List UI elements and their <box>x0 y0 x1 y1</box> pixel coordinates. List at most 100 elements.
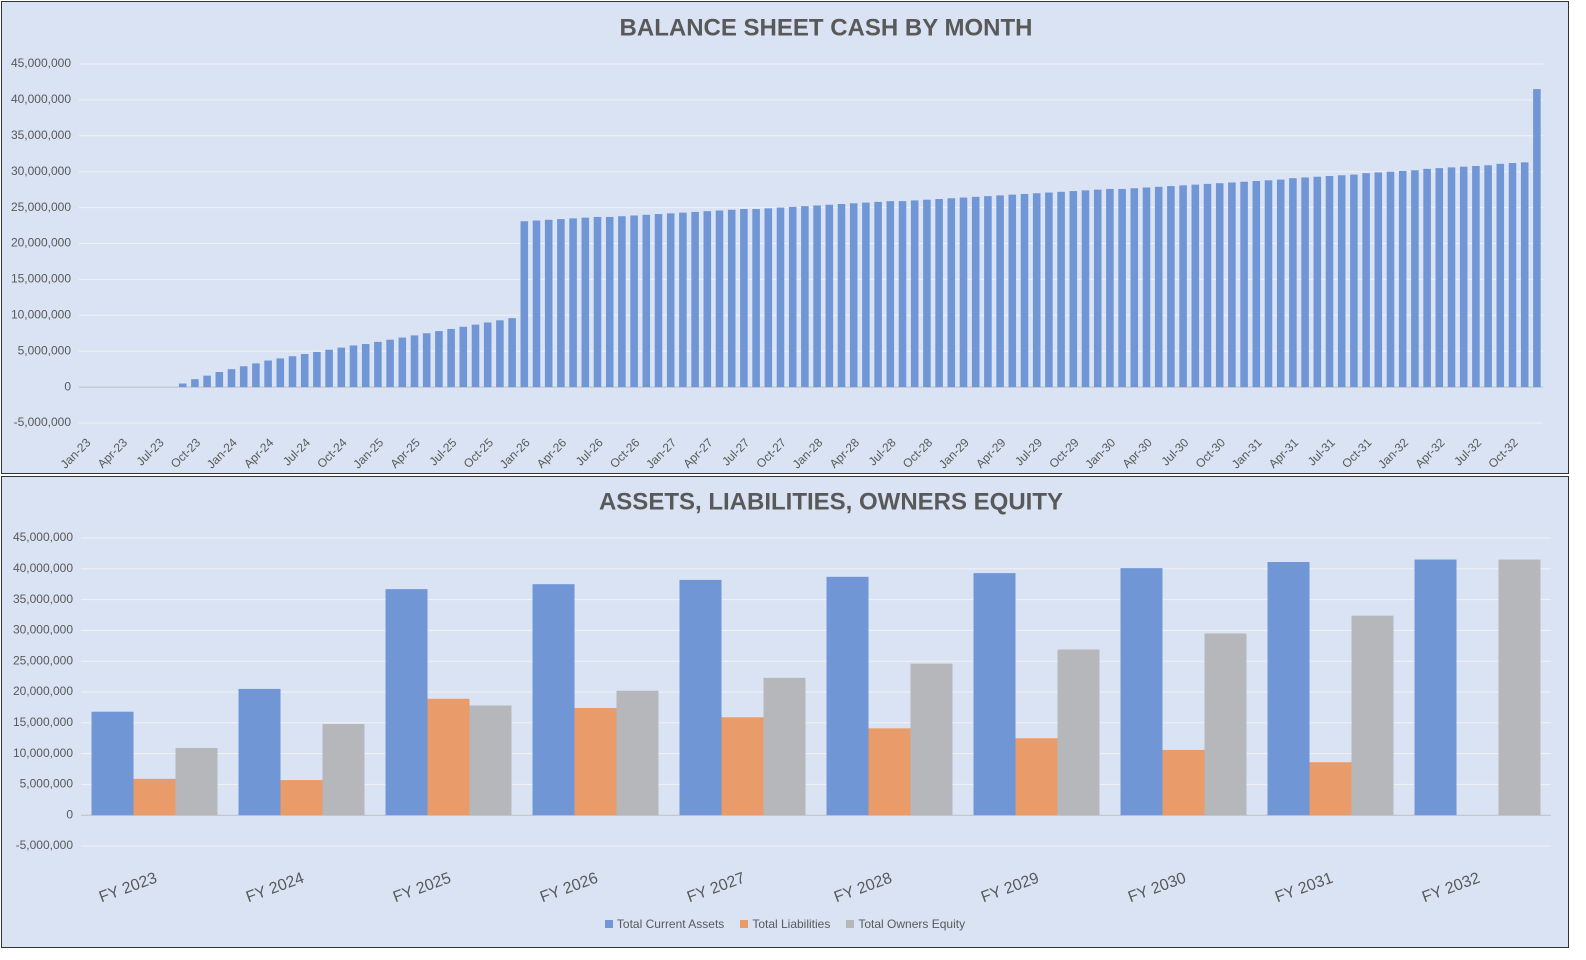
x-tick-label: Oct-28 <box>900 435 936 471</box>
bar <box>1362 173 1370 388</box>
cash-panel: BALANCE SHEET CASH BY MONTH -5,000,000 0 5,… <box>1 1 1569 474</box>
bar <box>1313 176 1322 388</box>
bar <box>532 220 541 388</box>
bar <box>666 213 675 388</box>
x-tick-label: Jul-28 <box>866 435 899 468</box>
y-tick-label: 5,000,000 <box>18 343 72 357</box>
bar <box>1142 187 1151 388</box>
legend: Total Current Assets Total Liabilities Tot… <box>2 917 1568 931</box>
y-tick-label: 30,000,000 <box>11 164 71 178</box>
legend-label: Total Current Assets <box>616 917 725 931</box>
x-tick-label: FY 2026 <box>538 870 600 907</box>
x-tick-label: Jan-32 <box>1375 435 1411 471</box>
bar <box>886 201 895 388</box>
x-tick-label: Jul-31 <box>1305 435 1338 468</box>
bar <box>574 708 617 816</box>
bar <box>435 331 443 388</box>
bar <box>715 210 724 388</box>
x-tick-label: Apr-26 <box>534 435 570 471</box>
y-tick-label: 0 <box>66 807 73 821</box>
bar <box>801 206 809 388</box>
bar <box>679 579 722 816</box>
bar <box>1057 191 1065 388</box>
x-tick-label: Jul-25 <box>426 435 459 468</box>
x-tick-label: Jan-28 <box>790 435 826 471</box>
y-tick-label: 40,000,000 <box>11 92 71 106</box>
bar <box>1309 762 1352 816</box>
bar <box>508 318 516 388</box>
chart: ASSETS, LIABILITIES, OWNERS EQUITY -5,000… <box>13 488 1551 907</box>
bar <box>1398 170 1407 388</box>
y-tick-label: 20,000,000 <box>11 236 71 250</box>
bar <box>133 778 176 816</box>
bar <box>984 196 992 388</box>
bar <box>239 366 248 388</box>
bar <box>1351 615 1394 816</box>
bar <box>1203 183 1212 388</box>
legend-item: Total Current Assets <box>604 917 725 931</box>
bar <box>947 198 956 388</box>
bar <box>923 199 931 388</box>
bar <box>1472 165 1480 388</box>
bar <box>276 358 285 388</box>
bar <box>496 320 504 388</box>
bar <box>1386 171 1395 388</box>
y-tick-label: 0 <box>64 379 71 393</box>
bar <box>1057 649 1100 816</box>
x-tick-label: Jul-24 <box>280 435 313 468</box>
y-tick-label: 15,000,000 <box>11 272 71 286</box>
x-tick-label: FY 2029 <box>979 870 1041 907</box>
bar <box>691 211 699 388</box>
bar <box>398 337 407 388</box>
bar <box>616 690 659 816</box>
bar <box>1337 175 1346 388</box>
y-tick-label: 15,000,000 <box>13 715 73 729</box>
x-tick-label: Apr-24 <box>241 435 277 471</box>
bar <box>1081 190 1090 388</box>
bar <box>630 215 638 388</box>
x-tick-label: Jan-31 <box>1229 435 1265 471</box>
bar <box>868 728 911 816</box>
y-tick-label: 35,000,000 <box>11 128 71 142</box>
bar <box>238 688 281 816</box>
y-tick-label: 20,000,000 <box>13 684 73 698</box>
legend-label: Total Liabilities <box>752 917 831 931</box>
x-tick-label: Jan-25 <box>350 435 386 471</box>
bar <box>996 195 1004 388</box>
legend-swatch <box>846 920 855 928</box>
chart: BALANCE SHEET CASH BY MONTH -5,000,000 0 5,… <box>11 14 1543 471</box>
bar <box>1496 163 1505 388</box>
x-tick-label: FY 2030 <box>1126 870 1188 907</box>
x-tick-label: FY 2023 <box>97 870 159 907</box>
bar <box>837 204 846 388</box>
bar <box>740 209 748 388</box>
bar <box>175 748 218 816</box>
bar <box>191 379 199 388</box>
bar <box>862 202 870 388</box>
x-tick-label: Jan-29 <box>936 435 972 471</box>
bar <box>532 584 575 816</box>
bar <box>1414 559 1457 816</box>
bar <box>1289 178 1297 388</box>
bar <box>1459 166 1468 388</box>
x-tick-label: Oct-30 <box>1193 435 1229 471</box>
y-tick-label: 25,000,000 <box>13 653 73 667</box>
x-tick-label: Oct-26 <box>607 435 643 471</box>
bar <box>1154 186 1163 388</box>
x-tick-label: Apr-23 <box>95 435 131 471</box>
bar <box>1508 163 1517 388</box>
x-tick-label: FY 2028 <box>832 870 894 907</box>
chart-title: BALANCE SHEET CASH BY MONTH <box>620 14 1033 41</box>
x-tick-label: Oct-27 <box>753 435 789 471</box>
x-tick-label: Jan-26 <box>497 435 533 471</box>
bar <box>1167 186 1175 388</box>
bar <box>935 198 943 388</box>
y-tick-label: 45,000,000 <box>13 530 73 544</box>
bar <box>825 204 834 388</box>
y-tick-label: 45,000,000 <box>11 56 71 70</box>
legend-item: Total Owners Equity <box>846 917 965 931</box>
y-tick-label: -5,000,000 <box>14 415 72 429</box>
bar <box>544 219 553 388</box>
bar <box>374 341 382 388</box>
bar <box>349 345 358 388</box>
